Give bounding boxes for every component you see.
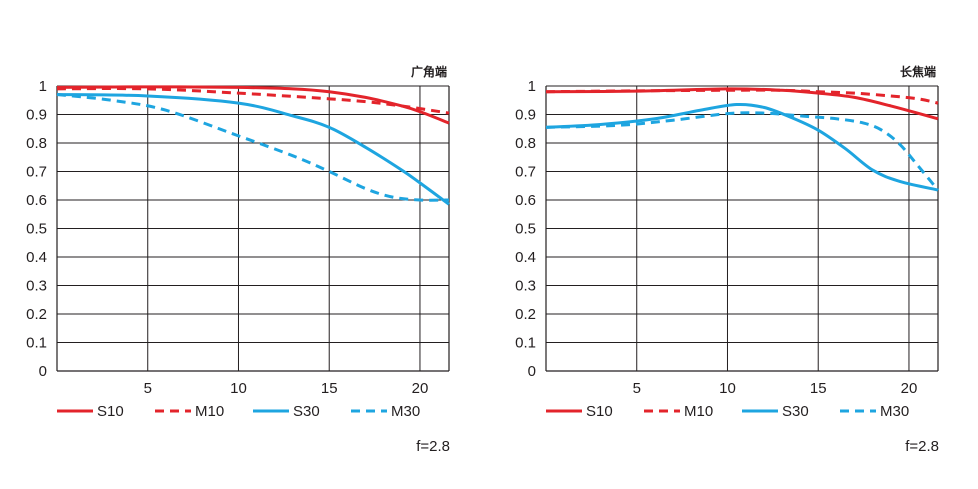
legend-label-m10: M10 <box>195 403 224 420</box>
y-tick-label: 0.4 <box>515 249 536 266</box>
series-line-m10 <box>545 88 939 105</box>
y-tick-label: 0.6 <box>26 192 47 209</box>
x-tick-label: 15 <box>810 380 827 397</box>
series-line-m10 <box>56 87 450 115</box>
legend-label-s10: S10 <box>586 403 613 420</box>
y-tick-label: 1 <box>39 78 47 95</box>
chart-panel-2: 00.10.20.30.40.50.60.70.80.915 10 15 20长焦端S… <box>515 64 940 455</box>
x-tick-label: 5 <box>144 380 152 397</box>
y-tick-label: 0.7 <box>26 164 47 181</box>
chart-title: 长焦端 <box>900 64 936 79</box>
x-tick-label: 15 <box>321 380 338 397</box>
legend-label-s10: S10 <box>97 403 124 420</box>
y-tick-label: 0 <box>528 363 536 380</box>
series-line-s30 <box>545 102 939 192</box>
y-tick-label: 0.2 <box>26 306 47 323</box>
x-tick-label: 5 <box>633 380 641 397</box>
y-tick-label: 0.3 <box>26 278 47 295</box>
y-tick-label: 0.2 <box>515 306 536 323</box>
x-tick-label: 20 <box>412 380 429 397</box>
chart-panel-1: 00.10.20.30.40.50.60.70.80.915 10 15 20广角端S… <box>26 64 450 455</box>
y-tick-label: 0.1 <box>26 335 47 352</box>
y-tick-label: 0.3 <box>515 278 536 295</box>
series-line-s10 <box>56 85 450 125</box>
x-tick-label: 20 <box>901 380 918 397</box>
y-tick-label: 0.4 <box>26 249 47 266</box>
y-tick-label: 0.9 <box>26 107 47 124</box>
series-line-m30 <box>56 93 450 202</box>
chart-title: 广角端 <box>411 64 447 79</box>
x-tick-label: 10 <box>719 380 736 397</box>
legend-label-s30: S30 <box>782 403 809 420</box>
legend-label-m30: M30 <box>391 403 420 420</box>
y-tick-label: 1 <box>528 78 536 95</box>
y-tick-label: 0 <box>39 363 47 380</box>
legend-label-s30: S30 <box>293 403 320 420</box>
series-line-m30 <box>545 111 940 191</box>
y-tick-label: 0.7 <box>515 164 536 181</box>
y-tick-label: 0.5 <box>515 221 536 238</box>
x-tick-label: 10 <box>230 380 247 397</box>
legend-label-m10: M10 <box>684 403 713 420</box>
y-tick-label: 0.6 <box>515 192 536 209</box>
y-tick-label: 0.1 <box>515 335 536 352</box>
y-tick-label: 0.8 <box>26 135 47 152</box>
series-line-s30 <box>56 93 450 206</box>
y-tick-label: 0.9 <box>515 107 536 124</box>
y-tick-label: 0.8 <box>515 135 536 152</box>
aperture-label: f=2.8 <box>416 438 450 455</box>
legend-label-m30: M30 <box>880 403 909 420</box>
aperture-label: f=2.8 <box>905 438 939 455</box>
y-tick-label: 0.5 <box>26 221 47 238</box>
